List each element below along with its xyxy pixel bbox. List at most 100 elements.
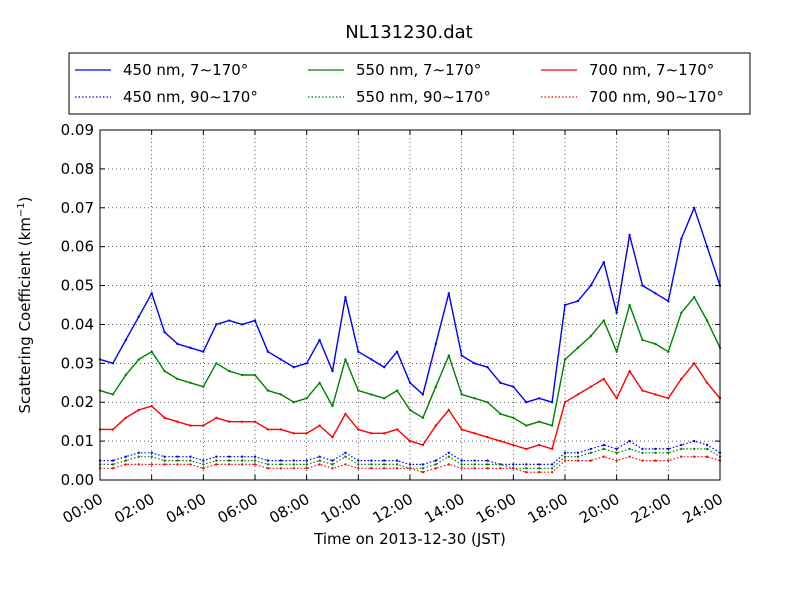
data-point (292, 366, 295, 369)
data-point (395, 463, 399, 466)
data-point (383, 432, 386, 435)
data-point (641, 284, 644, 287)
data-point (602, 261, 605, 264)
data-point (292, 401, 295, 404)
data-point (589, 334, 592, 338)
data-point (654, 447, 657, 451)
data-point (383, 459, 386, 462)
data-point (421, 416, 425, 419)
data-point (615, 311, 618, 314)
data-point (680, 447, 683, 451)
data-point (589, 459, 592, 462)
data-point (447, 354, 450, 357)
data-point (305, 432, 308, 435)
data-point (318, 463, 321, 466)
data-point (512, 463, 515, 466)
data-point (176, 459, 179, 462)
data-point (189, 424, 192, 427)
y-tick-label: 0.02 (61, 393, 94, 411)
data-point (124, 338, 128, 342)
series-550-nm-7-170 (98, 296, 722, 427)
data-point (434, 385, 437, 388)
data-point (408, 463, 412, 466)
legend-label: 700 nm, 7∼170° (589, 61, 714, 79)
data-point (266, 463, 270, 466)
data-point (680, 443, 683, 447)
data-point (602, 443, 605, 447)
data-point (318, 381, 321, 384)
data-point (693, 455, 696, 458)
data-point (512, 443, 515, 447)
data-point (395, 389, 399, 392)
y-tick-label: 0.00 (61, 471, 94, 489)
data-point (395, 428, 399, 431)
data-point (654, 393, 657, 396)
data-point (602, 377, 605, 381)
data-point (550, 424, 554, 427)
data-point (576, 346, 580, 349)
data-point (693, 296, 696, 299)
data-point (576, 459, 580, 462)
data-point (240, 455, 244, 458)
data-point (667, 459, 670, 462)
data-point (667, 350, 670, 353)
data-point (705, 319, 709, 322)
data-point (150, 455, 153, 458)
data-point (628, 303, 631, 307)
data-point (253, 463, 257, 466)
data-point (408, 408, 412, 412)
legend-label: 450 nm, 7∼170° (123, 61, 248, 79)
data-point (538, 443, 541, 447)
data-point (305, 467, 308, 470)
data-point (434, 463, 437, 466)
y-axis-title-superscript: −1 (16, 202, 27, 217)
plot-area (100, 130, 720, 480)
data-point (202, 424, 205, 427)
y-tick-label: 0.04 (61, 315, 94, 333)
data-point (279, 467, 282, 470)
data-point (150, 350, 153, 353)
data-point (331, 467, 334, 470)
data-point (512, 467, 515, 470)
data-point (163, 416, 166, 419)
data-point (370, 432, 373, 435)
data-point (421, 463, 425, 466)
data-point (331, 459, 334, 462)
data-point (641, 459, 644, 462)
data-point (357, 350, 360, 353)
data-point (137, 463, 140, 466)
data-point (292, 463, 295, 466)
data-point (589, 284, 592, 287)
data-point (383, 463, 386, 466)
data-point (421, 443, 425, 447)
data-point (163, 331, 166, 334)
data-point (550, 447, 554, 451)
data-point (550, 471, 554, 474)
data-point (680, 311, 683, 314)
data-point (331, 369, 334, 373)
data-point (499, 412, 502, 416)
data-point (641, 389, 644, 392)
data-point (615, 451, 618, 454)
data-point (305, 459, 308, 462)
data-point (228, 319, 231, 322)
data-point (628, 447, 631, 451)
data-point (576, 393, 580, 396)
data-point (693, 447, 696, 451)
data-point (240, 323, 244, 326)
data-point (202, 467, 205, 470)
data-point (370, 463, 373, 466)
data-point (305, 397, 308, 400)
data-point (460, 393, 463, 396)
data-point (512, 385, 515, 388)
data-point (266, 428, 270, 431)
data-point (318, 424, 321, 427)
data-point (680, 377, 683, 381)
y-tick-label: 0.05 (61, 277, 94, 295)
data-point (228, 369, 231, 373)
data-point (279, 463, 282, 466)
data-point (447, 455, 450, 458)
data-point (667, 299, 670, 303)
data-point (563, 401, 567, 404)
data-point (150, 463, 153, 466)
